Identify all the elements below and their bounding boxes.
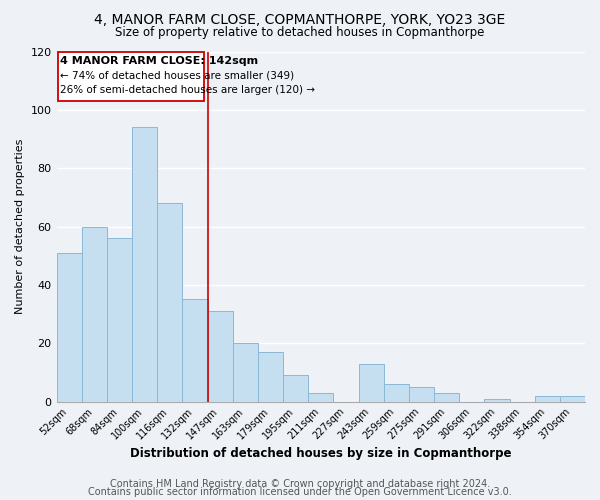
Bar xyxy=(434,393,459,402)
Bar xyxy=(107,238,132,402)
Bar xyxy=(233,343,258,402)
Text: 26% of semi-detached houses are larger (120) →: 26% of semi-detached houses are larger (… xyxy=(61,85,316,95)
Bar xyxy=(560,396,585,402)
Bar xyxy=(484,398,509,402)
Text: 4 MANOR FARM CLOSE: 142sqm: 4 MANOR FARM CLOSE: 142sqm xyxy=(61,56,259,66)
Bar xyxy=(535,396,560,402)
Bar xyxy=(157,203,182,402)
Bar xyxy=(208,311,233,402)
Text: ← 74% of detached houses are smaller (349): ← 74% of detached houses are smaller (34… xyxy=(61,70,295,81)
Bar xyxy=(409,387,434,402)
FancyBboxPatch shape xyxy=(58,52,204,101)
Bar xyxy=(308,393,334,402)
Bar xyxy=(383,384,409,402)
Y-axis label: Number of detached properties: Number of detached properties xyxy=(15,139,25,314)
Bar xyxy=(82,226,107,402)
Bar xyxy=(182,300,208,402)
X-axis label: Distribution of detached houses by size in Copmanthorpe: Distribution of detached houses by size … xyxy=(130,447,512,460)
Bar xyxy=(359,364,383,402)
Text: Size of property relative to detached houses in Copmanthorpe: Size of property relative to detached ho… xyxy=(115,26,485,39)
Bar xyxy=(132,128,157,402)
Bar xyxy=(283,376,308,402)
Bar xyxy=(258,352,283,402)
Bar xyxy=(56,253,82,402)
Text: 4, MANOR FARM CLOSE, COPMANTHORPE, YORK, YO23 3GE: 4, MANOR FARM CLOSE, COPMANTHORPE, YORK,… xyxy=(94,12,506,26)
Text: Contains HM Land Registry data © Crown copyright and database right 2024.: Contains HM Land Registry data © Crown c… xyxy=(110,479,490,489)
Text: Contains public sector information licensed under the Open Government Licence v3: Contains public sector information licen… xyxy=(88,487,512,497)
